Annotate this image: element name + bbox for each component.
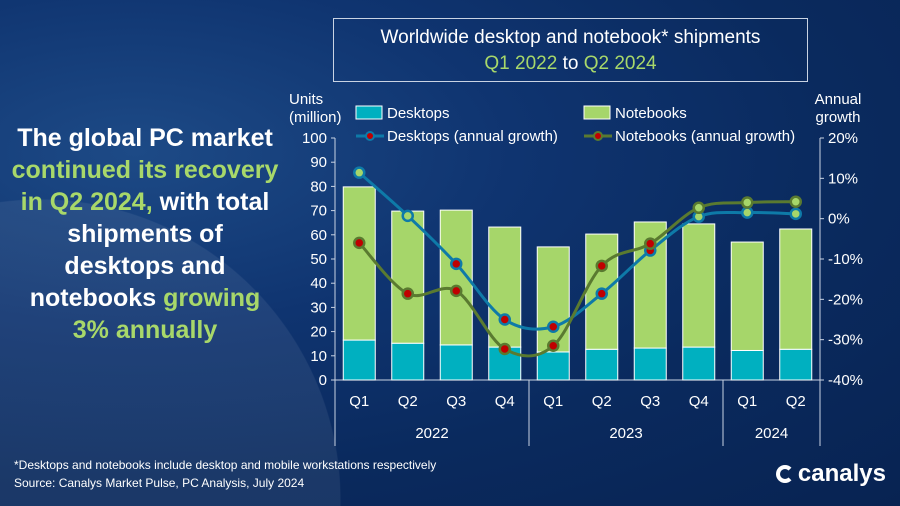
legend-marker-desktops — [365, 131, 375, 141]
right-tick-label: -20% — [828, 291, 863, 308]
left-tick-label: 0 — [319, 372, 327, 389]
left-tick-label: 30 — [310, 299, 327, 316]
x-tick-label: Q1 — [349, 393, 369, 410]
y2-axis-label: growth — [815, 109, 860, 126]
notebooks-growth-point — [401, 287, 414, 300]
bar-desktops — [585, 348, 619, 381]
right-tick-label: -10% — [828, 251, 863, 268]
desktops-growth-point — [741, 206, 754, 219]
legend-marker-notebooks — [593, 131, 603, 141]
notebooks-growth-point — [498, 342, 511, 356]
x-tick-label: Q1 — [543, 393, 563, 410]
bar-notebooks — [536, 246, 570, 353]
left-tick-label: 90 — [310, 154, 327, 171]
left-tick-label: 70 — [310, 203, 327, 220]
bar-desktops — [633, 347, 667, 381]
legend-label-desktops-growth: Desktops (annual growth) — [387, 128, 558, 145]
bar-desktops — [730, 349, 764, 381]
desktops-growth-point — [498, 313, 511, 326]
bar-notebooks — [342, 186, 376, 341]
desktops-growth-point — [450, 257, 463, 271]
notebooks-growth-point — [450, 284, 463, 298]
desktops-growth-point — [353, 166, 366, 179]
bar-desktops — [439, 344, 473, 381]
logo-text: canalys — [797, 460, 886, 487]
x-tick-label: Q3 — [640, 393, 660, 410]
title-end: Q2 2024 — [583, 53, 657, 74]
legend-swatch-notebooks — [583, 105, 611, 120]
title-line1: Worldwide desktop and notebook* shipment… — [380, 27, 761, 48]
bar-desktops — [391, 342, 425, 381]
headline-part4: growing 3% annually — [72, 284, 261, 344]
right-tick-label: -40% — [828, 372, 863, 389]
bar-notebooks — [779, 228, 813, 350]
x-tick-label: Q4 — [495, 393, 515, 410]
desktops-growth-point — [789, 207, 802, 221]
left-tick-label: 100 — [302, 130, 327, 147]
canalys-logo: canalys — [775, 460, 886, 488]
legend-label-notebooks-growth: Notebooks (annual growth) — [615, 128, 795, 145]
notebooks-growth-point — [789, 195, 802, 208]
x-tick-label: Q3 — [446, 393, 466, 410]
x-tick-label: Q2 — [786, 393, 806, 410]
bar-desktops — [536, 351, 570, 381]
bar-notebooks — [488, 226, 522, 348]
bar-desktops — [682, 346, 716, 381]
year-label: 2024 — [755, 425, 788, 442]
chart-title: Worldwide desktop and notebook* shipment… — [333, 18, 808, 82]
notebooks-growth-point — [644, 237, 657, 250]
left-tick-label: 60 — [310, 227, 327, 244]
left-tick-label: 40 — [310, 275, 327, 292]
bar-notebooks — [682, 223, 716, 348]
notebooks-growth-line — [358, 200, 796, 358]
x-tick-label: Q2 — [398, 393, 418, 410]
notebooks-growth-point — [595, 259, 608, 273]
legend-swatch-desktops — [355, 105, 383, 120]
year-label: 2022 — [415, 425, 448, 442]
bar-notebooks — [730, 241, 764, 351]
logo-icon — [775, 465, 794, 483]
source: Source: Canalys Market Pulse, PC Analysi… — [14, 476, 305, 490]
headline-part2: continued its recovery in Q2 2024, — [11, 156, 279, 216]
right-tick-label: 20% — [828, 130, 858, 147]
left-tick-label: 20 — [310, 324, 327, 341]
notebooks-growth-point — [547, 339, 560, 352]
right-tick-label: -30% — [828, 332, 863, 349]
y-axis-label: Units — [289, 91, 323, 108]
left-tick-label: 10 — [310, 348, 327, 365]
footnote: *Desktops and notebooks include desktop … — [14, 458, 437, 472]
title-to: to — [562, 53, 579, 74]
y2-axis-label: Annual — [815, 91, 862, 108]
legend-label-desktops: Desktops — [387, 105, 450, 122]
notebooks-growth-point — [353, 236, 366, 250]
left-tick-label: 50 — [310, 251, 327, 268]
left-tick-label: 80 — [310, 178, 327, 195]
title-start: Q1 2022 — [484, 53, 558, 74]
y-axis-label: (million) — [289, 109, 342, 126]
headline-part3: with total shipments of desktops and not… — [29, 188, 270, 312]
year-label: 2023 — [609, 425, 642, 442]
notebooks-growth-point — [692, 201, 705, 215]
desktops-growth-point — [401, 209, 414, 223]
legend-label-notebooks: Notebooks — [615, 105, 687, 122]
headline: The global PC market continued its recov… — [10, 122, 280, 346]
bar-desktops — [779, 348, 813, 381]
x-tick-label: Q1 — [737, 393, 757, 410]
right-tick-label: 0% — [828, 211, 850, 228]
desktops-growth-point — [595, 287, 608, 300]
headline-part1: The global PC market — [17, 124, 273, 152]
bar-notebooks — [391, 210, 425, 344]
notebooks-growth-point — [741, 196, 754, 209]
x-tick-label: Q2 — [592, 393, 612, 410]
desktops-growth-point — [547, 320, 560, 334]
bar-desktops — [342, 339, 376, 381]
x-tick-label: Q4 — [689, 393, 709, 410]
right-tick-label: 10% — [828, 170, 858, 187]
